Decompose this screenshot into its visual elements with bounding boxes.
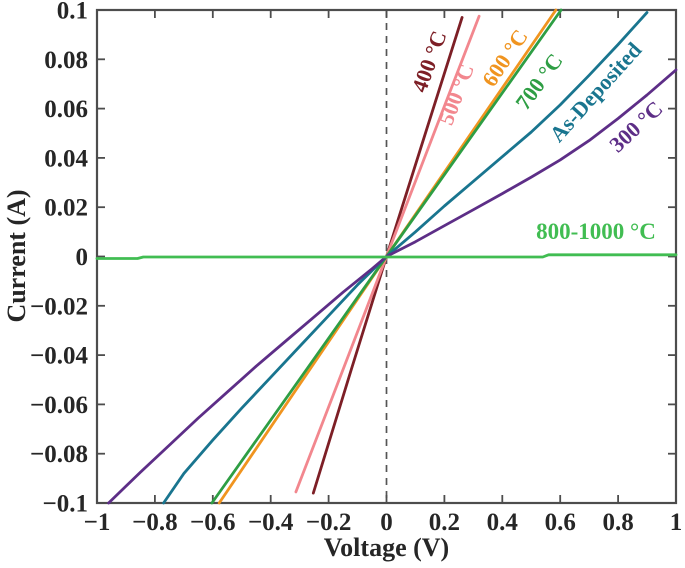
y-tick-label: −0.04 — [30, 343, 88, 370]
y-tick-label: 0 — [76, 244, 89, 271]
curve-as-deposited — [162, 11, 649, 505]
y-tick-label: 0.08 — [44, 47, 88, 74]
curve-label-800-1000-c: 800-1000 °C — [536, 219, 656, 244]
y-tick-label: −0.08 — [30, 441, 88, 468]
x-tick-label: 0.4 — [487, 509, 519, 536]
x-tick-label: −0.4 — [248, 509, 294, 536]
y-tick-label: 0.04 — [44, 145, 88, 172]
curve-800-1000-c — [95, 253, 678, 260]
y-axis-title: Current (A) — [2, 189, 31, 323]
curve-label-500-c: 500 °C — [433, 60, 479, 128]
x-axis-title: Voltage (V) — [323, 533, 450, 562]
x-tick-label: 0.6 — [545, 509, 576, 536]
y-tick-label: 0.06 — [44, 96, 88, 123]
x-tick-label: −1 — [84, 509, 111, 536]
x-tick-label: −0.2 — [306, 509, 352, 536]
curve-label-400-c: 400 °C — [406, 27, 451, 95]
y-tick-label: 0.1 — [57, 0, 88, 25]
y-tick-label: −0.1 — [43, 491, 89, 518]
x-tick-label: −0.8 — [132, 509, 178, 536]
x-tick-label: −0.6 — [190, 509, 236, 536]
y-tick-label: −0.02 — [30, 293, 88, 320]
x-tick-label: 0 — [380, 509, 393, 536]
x-tick-label: 0.8 — [602, 509, 633, 536]
x-tick-label: 0.2 — [429, 509, 460, 536]
curve-300-c — [107, 68, 678, 505]
x-tick-label: 1 — [670, 509, 683, 536]
y-tick-label: −0.06 — [30, 392, 88, 419]
y-tick-label: 0.02 — [44, 195, 88, 222]
